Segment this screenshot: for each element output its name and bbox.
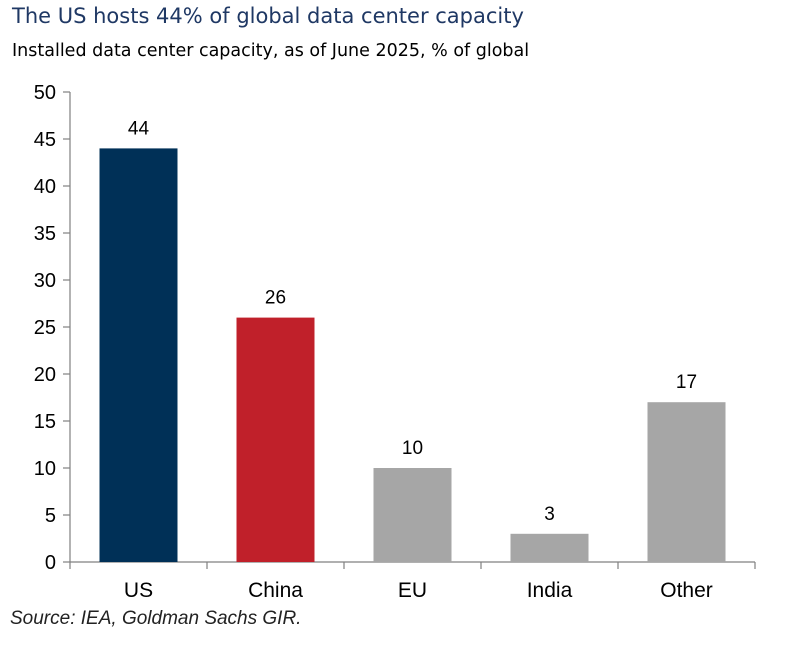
y-tick-label: 35	[34, 223, 56, 245]
x-category-label: US	[124, 579, 153, 602]
y-tick-label: 40	[34, 176, 56, 198]
data-labels: 44 26 10 3 17	[128, 118, 697, 524]
chart-title: The US hosts 44% of global data center c…	[12, 4, 524, 28]
y-tick-label: 0	[45, 552, 56, 574]
y-tick-label: 5	[45, 505, 56, 527]
y-tick-label: 45	[34, 129, 56, 151]
data-label-eu: 10	[402, 438, 423, 459]
y-tick-label: 30	[34, 270, 56, 292]
bar-us	[99, 148, 178, 562]
x-category-label: China	[248, 579, 303, 602]
x-axis: US China EU India Other	[69, 561, 756, 602]
y-tick-label: 15	[34, 411, 56, 433]
data-label-india: 3	[544, 504, 555, 525]
x-category-label: India	[527, 579, 573, 602]
bar-other	[647, 402, 726, 562]
bar-china	[236, 317, 315, 562]
source-note: Source: IEA, Goldman Sachs GIR.	[10, 608, 302, 629]
bars	[99, 148, 726, 562]
data-label-china: 26	[265, 288, 286, 309]
bar-india	[510, 533, 589, 562]
x-category-label: EU	[398, 579, 427, 602]
chart-subtitle: Installed data center capacity, as of Ju…	[12, 41, 530, 61]
data-label-other: 17	[676, 372, 697, 393]
y-tick-label: 25	[34, 317, 56, 339]
y-tick-label: 50	[34, 82, 56, 104]
y-tick-label: 10	[34, 458, 56, 480]
bar-eu	[373, 468, 452, 562]
data-label-us: 44	[128, 118, 150, 139]
y-axis: 0 5 10 15 20 25 30 35 40 45 50	[34, 82, 71, 574]
y-tick-label: 20	[34, 364, 56, 386]
x-category-label: Other	[660, 579, 713, 602]
